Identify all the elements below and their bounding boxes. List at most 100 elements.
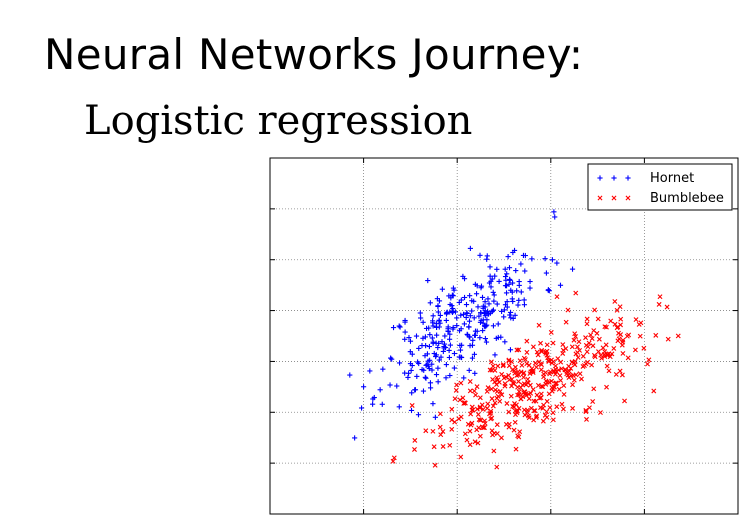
data-point-hornet: [504, 304, 510, 310]
data-point-bumblebee: [556, 386, 562, 392]
data-point-hornet: [492, 352, 498, 358]
data-point-bumblebee: [575, 349, 581, 355]
data-point-hornet: [489, 276, 495, 282]
data-point-bumblebee: [519, 362, 525, 368]
data-point-hornet: [461, 321, 467, 327]
data-point-hornet: [490, 289, 496, 295]
data-point-hornet: [549, 257, 556, 263]
data-point-hornet: [435, 344, 441, 351]
data-point-bumblebee: [551, 368, 557, 374]
data-point-bumblebee: [539, 349, 545, 355]
data-point-hornet: [431, 350, 437, 357]
data-point-hornet: [551, 209, 557, 215]
data-point-hornet: [417, 310, 423, 316]
data-point-hornet: [510, 249, 516, 256]
data-point-bumblebee: [514, 402, 519, 408]
data-point-hornet: [429, 335, 435, 341]
data-point-hornet: [495, 321, 501, 327]
data-point-bumblebee: [641, 345, 647, 351]
data-point-bumblebee: [546, 379, 552, 385]
data-point-hornet: [478, 285, 484, 291]
data-point-bumblebee: [500, 362, 506, 368]
data-point-bumblebee: [540, 418, 546, 424]
data-point-hornet: [427, 385, 434, 391]
data-point-bumblebee: [437, 424, 443, 430]
data-point-hornet: [507, 347, 514, 353]
data-point-hornet: [413, 333, 420, 339]
slide-title: Neural Networks Journey:: [44, 30, 584, 79]
data-point-bumblebee: [492, 400, 498, 406]
data-point-hornet: [430, 401, 436, 407]
data-point-bumblebee: [592, 307, 598, 313]
data-point-hornet: [487, 264, 493, 270]
data-point-hornet: [451, 287, 457, 293]
data-point-bumblebee: [561, 383, 567, 389]
data-point-bumblebee: [618, 316, 624, 322]
data-point-bumblebee: [554, 369, 560, 375]
data-point-bumblebee: [495, 363, 501, 369]
data-point-hornet: [482, 335, 488, 342]
data-point-hornet: [520, 252, 527, 259]
data-point-hornet: [419, 366, 425, 373]
data-point-bumblebee: [485, 401, 491, 407]
data-point-bumblebee: [554, 294, 560, 300]
data-point-hornet: [457, 347, 464, 353]
data-point-bumblebee: [560, 351, 566, 356]
data-point-bumblebee: [552, 371, 558, 377]
data-point-bumblebee: [490, 403, 496, 409]
data-points: [347, 209, 681, 470]
data-point-bumblebee: [522, 357, 528, 363]
data-point-bumblebee: [539, 383, 544, 389]
data-point-hornet: [446, 293, 452, 299]
data-point-bumblebee: [474, 427, 480, 433]
data-point-hornet: [396, 404, 402, 410]
data-point-hornet: [470, 337, 476, 343]
data-point-bumblebee: [491, 448, 497, 454]
data-point-bumblebee: [544, 398, 550, 404]
data-point-bumblebee: [532, 360, 538, 366]
data-point-bumblebee: [506, 421, 512, 427]
data-point-bumblebee: [589, 362, 595, 368]
data-point-hornet: [405, 374, 411, 381]
data-point-bumblebee: [473, 392, 479, 398]
data-point-hornet: [396, 323, 402, 329]
data-point-bumblebee: [525, 376, 531, 382]
data-point-hornet: [516, 297, 522, 303]
data-point-bumblebee: [469, 404, 475, 410]
data-point-bumblebee: [501, 375, 507, 381]
data-point-bumblebee: [522, 412, 528, 418]
data-point-bumblebee: [528, 405, 534, 411]
data-point-bumblebee: [596, 336, 602, 342]
data-point-bumblebee: [477, 395, 483, 401]
data-point-bumblebee: [489, 386, 494, 392]
data-point-hornet: [430, 340, 436, 346]
data-point-bumblebee: [540, 384, 546, 390]
data-point-hornet: [490, 323, 497, 329]
data-point-bumblebee: [603, 342, 609, 348]
data-point-bumblebee: [430, 428, 436, 434]
data-point-hornet: [435, 379, 441, 385]
data-point-bumblebee: [390, 458, 396, 464]
data-point-bumblebee: [423, 428, 429, 434]
data-point-hornet: [469, 342, 476, 348]
data-point-hornet: [451, 350, 458, 357]
data-point-hornet: [456, 328, 463, 334]
data-point-bumblebee: [514, 347, 520, 353]
data-point-hornet: [490, 307, 497, 313]
data-point-hornet: [458, 312, 464, 318]
data-point-bumblebee: [580, 364, 586, 369]
data-point-bumblebee: [534, 349, 540, 355]
data-point-hornet: [409, 362, 415, 369]
data-point-bumblebee: [449, 417, 455, 423]
data-point-bumblebee: [533, 364, 539, 370]
data-point-bumblebee: [583, 335, 589, 341]
data-point-hornet: [491, 292, 497, 298]
data-point-bumblebee: [613, 371, 619, 377]
data-point-bumblebee: [412, 437, 418, 443]
data-point-bumblebee: [657, 294, 663, 300]
data-point-bumblebee: [437, 411, 443, 417]
data-point-hornet: [477, 335, 483, 341]
data-point-bumblebee: [480, 425, 486, 431]
data-point-bumblebee: [499, 392, 505, 398]
data-point-hornet: [436, 357, 442, 363]
